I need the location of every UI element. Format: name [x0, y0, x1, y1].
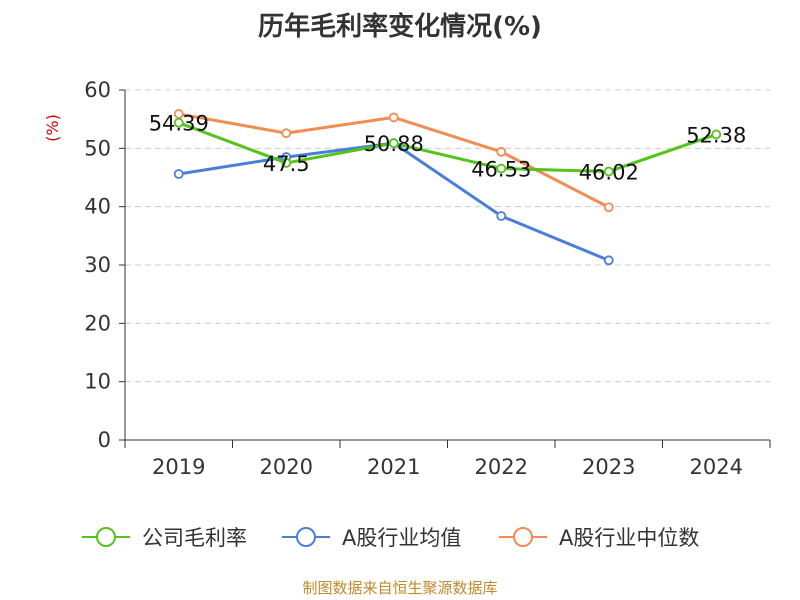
series-point — [603, 202, 614, 213]
legend-label: 公司毛利率 — [142, 526, 247, 550]
data-labels: 54.39 47.5 50.88 46.53 46.02 52.38 — [149, 112, 747, 185]
legend-marker — [296, 527, 316, 547]
series-layer — [173, 109, 722, 266]
data-label: 46.53 — [471, 158, 531, 182]
y-tick-label: 0 — [98, 428, 111, 452]
chart-title: 历年毛利率变化情况(%) — [258, 12, 542, 42]
source-footer: 制图数据来自恒生聚源数据库 — [302, 579, 498, 597]
series-line — [178, 121, 717, 174]
series-point — [603, 255, 614, 266]
legend-marker — [513, 527, 533, 547]
x-tick-label: 2019 — [152, 455, 205, 479]
series-point — [388, 138, 399, 149]
y-tick-label: 60 — [84, 78, 111, 102]
grid-lines — [125, 89, 770, 383]
x-tick-label: 2023 — [582, 455, 635, 479]
series-point — [496, 163, 507, 174]
y-tick-label: 20 — [84, 311, 111, 335]
series-line — [178, 141, 610, 262]
data-label: 50.88 — [364, 132, 424, 156]
y-tick-label: 50 — [84, 136, 111, 160]
legend-marker — [96, 527, 116, 547]
series-point — [173, 169, 184, 179]
axes: 0 10 20 30 40 50 60 2019 2020 2021 2022 2023 2024 (%) — [43, 78, 771, 479]
y-axis-unit-label: (%) — [43, 114, 62, 142]
data-label: 54.39 — [149, 112, 209, 136]
series-point — [388, 112, 399, 123]
series-point — [173, 117, 184, 128]
data-label: 46.02 — [579, 161, 639, 185]
series-line — [178, 112, 610, 209]
data-label: 47.5 — [263, 152, 310, 176]
series-point — [281, 128, 292, 139]
legend: 公司毛利率 A股行业均值 A股行业中位数 — [82, 526, 699, 550]
x-tick-label: 2024 — [690, 455, 743, 479]
legend-label: A股行业中位数 — [559, 526, 699, 550]
series-point — [496, 211, 507, 221]
y-tick-label: 10 — [84, 370, 111, 394]
legend-label: A股行业均值 — [342, 526, 461, 550]
y-tick-label: 40 — [84, 195, 111, 219]
y-tick-label: 30 — [84, 253, 111, 277]
x-tick-label: 2021 — [367, 455, 420, 479]
series-point — [711, 129, 722, 140]
data-label: 52.38 — [686, 123, 746, 147]
series-point — [603, 166, 614, 177]
x-tick-label: 2020 — [260, 455, 313, 479]
series-point — [281, 158, 292, 168]
series-point — [496, 146, 507, 157]
x-tick-label: 2022 — [475, 455, 528, 479]
